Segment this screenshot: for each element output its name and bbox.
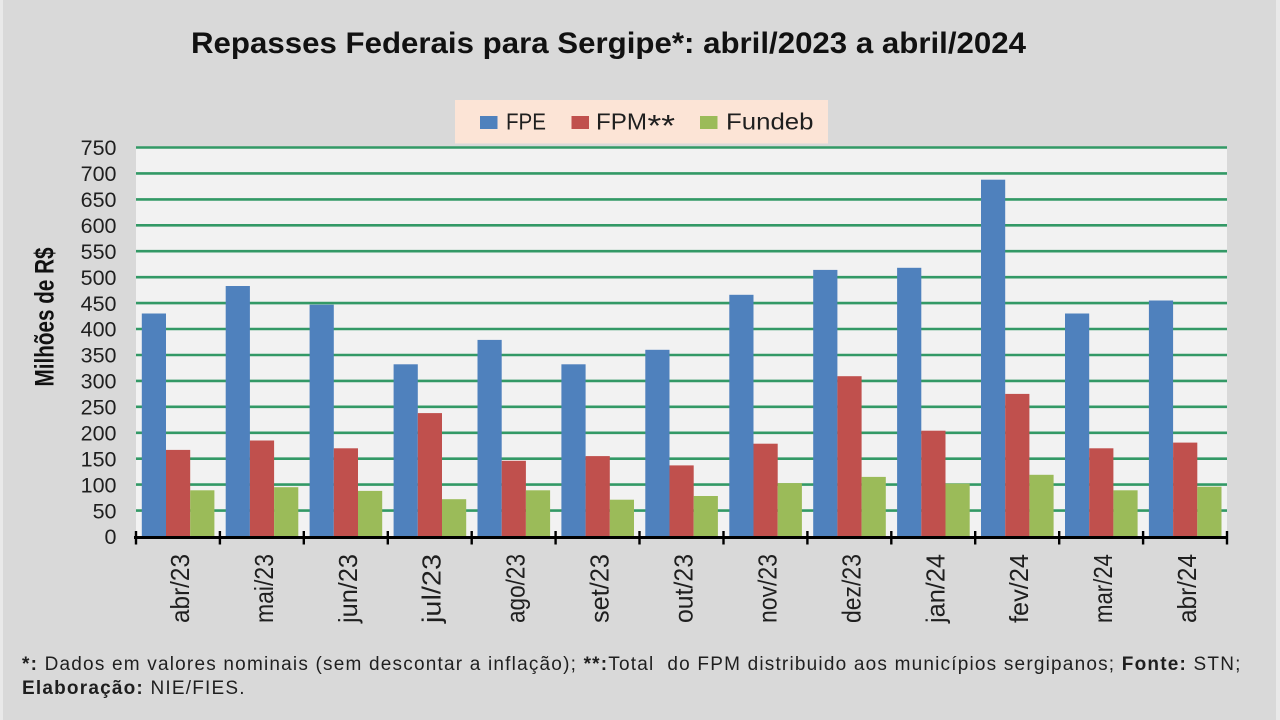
- svg-text:200: 200: [81, 422, 117, 446]
- svg-text:jul/23: jul/23: [417, 554, 447, 624]
- svg-text:mar/24: mar/24: [1088, 554, 1118, 623]
- svg-text:ago/23: ago/23: [501, 554, 531, 623]
- svg-text:750: 750: [81, 136, 117, 160]
- svg-text:FPE: FPE: [506, 109, 546, 135]
- svg-text:Milhões de R$: Milhões de R$: [30, 248, 60, 387]
- svg-text:nov/23: nov/23: [752, 554, 782, 623]
- svg-text:jan/24: jan/24: [920, 554, 950, 624]
- svg-text:350: 350: [81, 344, 117, 368]
- svg-text:fev/24: fev/24: [1004, 554, 1034, 623]
- svg-text:FPM: FPM: [596, 109, 647, 135]
- svg-text:150: 150: [81, 447, 117, 471]
- svg-text:550: 550: [81, 240, 117, 264]
- svg-text:set/23: set/23: [585, 554, 615, 623]
- svg-text:650: 650: [81, 188, 117, 212]
- svg-text:600: 600: [81, 214, 117, 238]
- svg-text:Repasses Federais para Sergipe: Repasses Federais para Sergipe*: abril/2…: [191, 27, 1026, 60]
- svg-text:300: 300: [81, 370, 117, 394]
- svg-text:0: 0: [105, 525, 117, 549]
- svg-text:out/23: out/23: [669, 554, 699, 623]
- svg-text:500: 500: [81, 266, 117, 290]
- svg-text:50: 50: [93, 499, 117, 523]
- svg-text:abr/24: abr/24: [1172, 554, 1202, 623]
- svg-text:400: 400: [81, 318, 117, 342]
- svg-text:250: 250: [81, 396, 117, 420]
- svg-text:dez/23: dez/23: [836, 554, 866, 623]
- svg-text:Fundeb: Fundeb: [726, 109, 814, 135]
- svg-text:100: 100: [81, 473, 117, 497]
- svg-text:450: 450: [81, 292, 117, 316]
- svg-text:**: **: [648, 108, 676, 143]
- svg-text:abr/23: abr/23: [165, 554, 195, 623]
- svg-text:mai/23: mai/23: [249, 554, 279, 623]
- svg-text:700: 700: [81, 162, 117, 186]
- svg-text:jun/23: jun/23: [333, 554, 363, 624]
